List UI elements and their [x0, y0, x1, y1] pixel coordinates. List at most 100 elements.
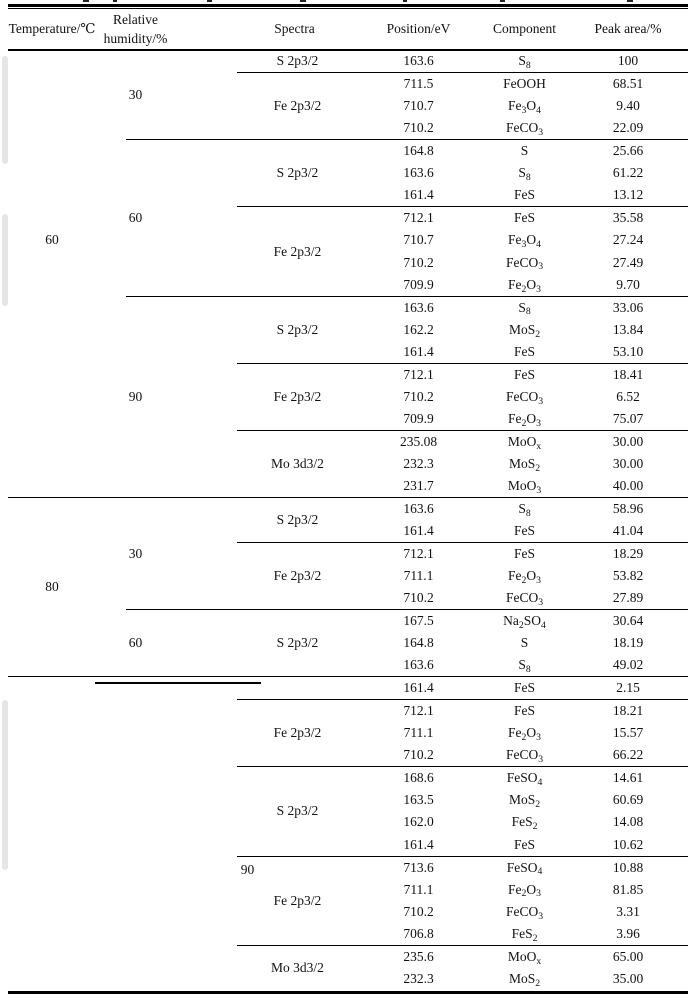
peak-area-cell: 13.84 — [612, 321, 644, 337]
table-row: Fe 2p3/2 713.6 FeSO4 10.88 — [8, 856, 688, 947]
table-row: 60 30 S 2p3/2 163.6 S8 100 — [8, 50, 688, 499]
humidity-cell: 90 — [126, 296, 237, 499]
peak-area-cell: 10.62 — [582, 833, 688, 857]
table-row: 163.6 S8 49.02 — [8, 654, 688, 678]
position-cell: 712.1 — [403, 702, 434, 718]
table-row: 232.3 MoS2 30.00 — [8, 453, 688, 475]
table-body: 60 30 S 2p3/2 163.6 S8 100 Fe 2p3/2 711.5 FeOOH 6… — [8, 50, 688, 990]
peak-area-cell: 15.57 — [612, 724, 644, 740]
peak-area-cell: 18.21 — [612, 702, 644, 718]
temperature-cell: 80 — [8, 497, 126, 678]
table-row: 60 S 2p3/2 167.5 Na2SO4 30.64 — [8, 609, 688, 678]
table-row: 232.3 MoS2 35.00 — [8, 968, 688, 990]
table-row: Fe 2p3/2 712.1 FeS 18.29 — [8, 542, 688, 611]
component-cell: S — [520, 143, 529, 158]
peak-area-cell: 10.88 — [612, 859, 644, 875]
position-cell: 710.7 — [403, 97, 434, 113]
peak-area-cell: 30.00 — [612, 434, 644, 450]
component-cell: FeS — [467, 833, 582, 857]
peak-area-cell: 18.41 — [612, 366, 644, 382]
header-humidity: Relative humidity/% — [104, 10, 237, 51]
position-cell: 235.6 — [403, 949, 434, 965]
peak-area-cell: 75.07 — [582, 408, 688, 432]
position-cell: 712.1 — [403, 210, 434, 226]
position-cell: 168.6 — [403, 769, 434, 785]
position-cell: 163.5 — [403, 792, 434, 808]
component-cell: FeS2 — [511, 814, 538, 833]
component-cell: FeS — [513, 366, 535, 382]
component-cell: Fe3O4 — [508, 232, 541, 251]
table-row: Mo 3d3/2 235.08 MoOx 30.00 — [8, 430, 688, 499]
header-peak-area: Peak area/% — [582, 10, 688, 51]
spectra-cell: Fe 2p3/2 — [237, 72, 352, 141]
scan-noise — [2, 700, 8, 870]
table-row: Fe 2p3/2 712.1 FeS 35.58 — [8, 206, 688, 297]
peak-area-cell: 81.85 — [612, 881, 644, 897]
position-cell: 163.6 — [403, 299, 434, 315]
position-cell: 232.3 — [403, 456, 434, 472]
table-header: Temperature/℃ Relative humidity/% Spectr… — [8, 10, 688, 51]
position-cell: 710.2 — [352, 744, 467, 768]
table-row: 161.4 FeS 13.12 — [8, 184, 688, 208]
component-cell: FeS — [513, 210, 535, 226]
table-row: 710.2 FeCO3 27.89 — [8, 587, 688, 611]
position-cell: 161.4 — [352, 833, 467, 857]
peak-area-cell: 14.61 — [612, 769, 644, 785]
table-row: 711.1 Fe2O3 81.85 — [8, 878, 688, 900]
table-row: 164.8 S 18.19 — [8, 632, 688, 654]
table-row: Fe 2p3/2 712.1 FeS 18.21 — [8, 699, 688, 768]
peak-area-cell: 53.10 — [582, 341, 688, 364]
humidity-cell: 60 — [126, 139, 237, 297]
table-top-rule-thin — [8, 8, 688, 9]
position-cell: 711.1 — [403, 568, 434, 584]
peak-area-cell: 68.51 — [612, 75, 644, 91]
component-cell: FeOOH — [503, 75, 546, 91]
component-cell: MoOx — [507, 949, 542, 967]
table-row: 710.7 Fe3O4 27.24 — [8, 229, 688, 251]
table-row: Fe 2p3/2 712.1 FeS 18.41 — [8, 363, 688, 432]
position-cell: 706.8 — [352, 923, 467, 947]
peak-area-cell: 25.66 — [612, 143, 644, 158]
component-cell: Fe2O3 — [508, 724, 541, 743]
component-cell: S8 — [467, 654, 582, 678]
scan-noise — [2, 214, 8, 306]
header-spectra: Spectra — [237, 10, 352, 51]
spectra-cell: Mo 3d3/2 — [271, 960, 324, 976]
table-row: 161.4 FeS 41.04 — [8, 520, 688, 544]
peak-area-cell: 53.82 — [612, 568, 644, 584]
component-cell: MoS2 — [508, 456, 541, 474]
table-row: 710.2 FeCO3 27.49 — [8, 252, 688, 274]
humidity-cell: 90 — [240, 861, 255, 877]
component-cell: FeCO3 — [505, 254, 544, 273]
component-cell: FeSO4 — [506, 859, 543, 878]
table-row: 163.5 MoS2 60.69 — [8, 789, 688, 811]
table-row: 90 161.4 FeS 2.15 — [8, 676, 688, 877]
position-cell: 167.5 — [403, 613, 434, 629]
table-row: 710.2 FeCO3 6.52 — [8, 386, 688, 408]
position-cell: 710.2 — [403, 904, 434, 920]
peak-area-cell: 18.29 — [612, 546, 644, 562]
component-cell: FeCO3 — [467, 744, 582, 768]
component-cell: S8 — [467, 50, 582, 73]
table-row: 706.8 FeS2 3.96 — [8, 923, 688, 947]
component-cell: FeCO3 — [505, 389, 544, 407]
peak-area-cell: 35.00 — [612, 971, 644, 987]
peak-area-cell: 58.96 — [612, 501, 644, 517]
component-cell: Fe2O3 — [508, 568, 541, 586]
position-cell: 161.4 — [352, 520, 467, 544]
spectra-cell: Fe 2p3/2 — [237, 363, 352, 432]
table-row: 711.1 Fe2O3 53.82 — [8, 565, 688, 587]
table-row: 710.2 FeCO3 3.31 — [8, 901, 688, 923]
position-cell: 713.6 — [403, 859, 434, 875]
table-row: 709.9 Fe2O3 75.07 — [8, 408, 688, 432]
peak-area-cell: 35.58 — [612, 210, 644, 226]
spectra-cell: S 2p3/2 — [237, 50, 352, 73]
position-cell: 163.6 — [403, 165, 434, 181]
peak-area-cell: 60.69 — [612, 792, 644, 808]
humidity-cell: 30 — [126, 50, 237, 141]
component-cell: S8 — [518, 299, 531, 318]
peak-area-cell: 61.22 — [612, 165, 644, 181]
position-cell: 710.2 — [352, 587, 467, 611]
component-cell: FeS — [467, 184, 582, 208]
position-cell: 162.0 — [403, 814, 434, 830]
